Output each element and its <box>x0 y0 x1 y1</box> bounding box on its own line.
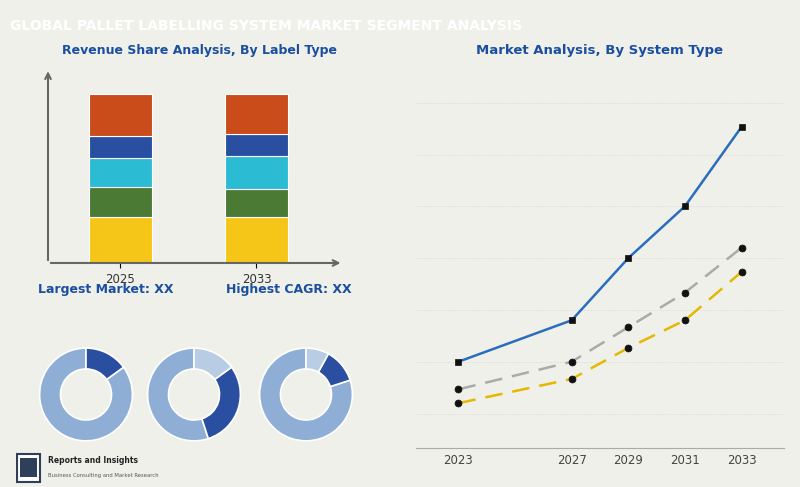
Bar <box>225 156 288 188</box>
Title: Revenue Share Analysis, By Label Type: Revenue Share Analysis, By Label Type <box>62 44 338 56</box>
Bar <box>225 134 288 156</box>
Wedge shape <box>306 348 328 372</box>
Wedge shape <box>202 367 240 439</box>
Wedge shape <box>318 354 350 387</box>
Bar <box>89 187 152 217</box>
Bar <box>89 136 152 158</box>
Text: GLOBAL PALLET LABELLING SYSTEM MARKET SEGMENT ANALYSIS: GLOBAL PALLET LABELLING SYSTEM MARKET SE… <box>10 19 522 33</box>
Wedge shape <box>259 348 352 441</box>
Bar <box>225 188 288 217</box>
Wedge shape <box>194 348 231 379</box>
Wedge shape <box>148 348 208 441</box>
Text: Highest CAGR: XX: Highest CAGR: XX <box>226 283 351 296</box>
Wedge shape <box>86 348 123 379</box>
Title: Market Analysis, By System Type: Market Analysis, By System Type <box>477 44 723 57</box>
Bar <box>225 94 288 134</box>
Wedge shape <box>40 348 132 441</box>
Bar <box>89 158 152 187</box>
Bar <box>89 94 152 136</box>
FancyBboxPatch shape <box>21 458 37 477</box>
FancyBboxPatch shape <box>17 454 39 482</box>
Text: Largest Market: XX: Largest Market: XX <box>38 283 174 296</box>
Bar <box>225 217 288 263</box>
Text: Reports and Insights: Reports and Insights <box>49 455 138 465</box>
Text: Business Consulting and Market Research: Business Consulting and Market Research <box>49 472 159 478</box>
Bar <box>89 217 152 263</box>
